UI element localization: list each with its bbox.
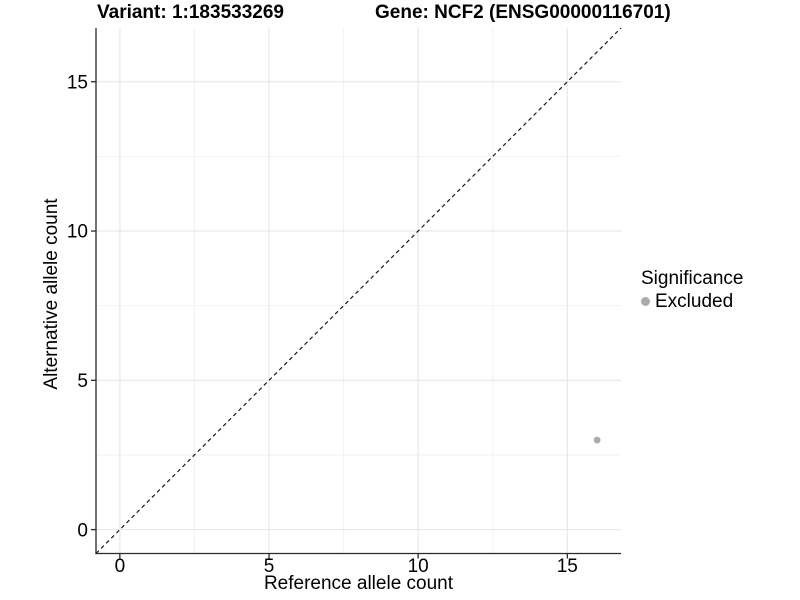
data-points	[593, 436, 601, 444]
y-tick-label: 15	[67, 72, 88, 93]
y-tick-label: 5	[77, 371, 88, 392]
plot-title-gene: Gene: NCF2 (ENSG00000116701)	[375, 2, 671, 23]
axis-lines	[95, 28, 621, 555]
y-tick-label: 0	[77, 520, 88, 541]
y-tick-label: 10	[67, 222, 88, 243]
gridlines-major	[96, 28, 621, 554]
identity-reference-line	[95, 27, 622, 554]
plot-title-variant: Variant: 1:183533269	[97, 2, 284, 23]
x-tick-label: 0	[115, 556, 126, 577]
x-tick-label: 10	[408, 556, 429, 577]
gridlines-minor	[96, 28, 621, 554]
legend-title: Significance	[641, 268, 744, 289]
y-axis-title: Alternative allele count	[41, 198, 62, 390]
legend-item-excluded: Excluded	[636, 291, 743, 312]
legend-key	[636, 293, 654, 311]
data-point-excluded	[593, 436, 601, 444]
x-tick-label: 5	[264, 556, 275, 577]
x-axis-title: Reference allele count	[263, 573, 454, 594]
identity-dashed-line	[95, 27, 622, 554]
axis-tick-labels: 0 5 10 15 0 5 10 15	[67, 72, 578, 577]
legend: Significance Excluded	[636, 268, 743, 312]
x-tick-label: 15	[557, 556, 578, 577]
legend-item-label: Excluded	[655, 291, 734, 312]
legend-point-icon	[640, 297, 650, 306]
axis-tick-marks	[91, 81, 568, 559]
